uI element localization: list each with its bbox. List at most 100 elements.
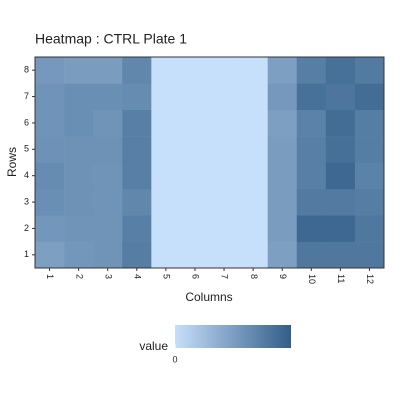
heatmap-cell (238, 188, 268, 216)
heatmap-cell (122, 215, 152, 242)
heatmap-cell (325, 241, 356, 269)
heatmap-cell (209, 241, 239, 269)
heatmap-cell (122, 83, 152, 111)
y-tick-label: 4 (24, 170, 29, 180)
heatmap-cell (93, 83, 123, 111)
heatmap-cell (238, 57, 268, 84)
x-tick-label: 8 (249, 274, 259, 279)
heatmap-cell (209, 162, 239, 190)
heatmap-cell (93, 136, 123, 163)
heatmap-cell (93, 109, 123, 137)
heatmap-cell (64, 136, 94, 163)
heatmap-cell (238, 241, 268, 269)
y-tick-label: 7 (24, 91, 29, 101)
heatmap-cell (354, 162, 385, 190)
heatmap-cell (238, 136, 268, 163)
y-tick-label: 6 (24, 117, 29, 127)
heatmap-cell (35, 188, 65, 216)
heatmap-cell (209, 57, 239, 84)
heatmap-cell (35, 136, 65, 163)
heatmap-cell (93, 162, 123, 190)
heatmap-cell (354, 241, 385, 269)
heatmap-cell (325, 136, 356, 163)
heatmap-cell (64, 215, 94, 242)
heatmap-cell (180, 188, 210, 216)
heatmap-cell (238, 109, 268, 137)
heatmap-cell (64, 162, 94, 190)
y-tick-label: 1 (24, 249, 29, 259)
x-tick-label: 9 (278, 274, 288, 279)
y-axis-label: Rows (5, 147, 19, 177)
heatmap-cell (122, 57, 152, 84)
heatmap-cell (325, 83, 356, 111)
heatmap-cell (209, 215, 239, 242)
heatmap-cell (325, 109, 356, 137)
heatmap-cell (325, 188, 356, 216)
heatmap-cell (354, 136, 385, 163)
heatmap-cell (93, 215, 123, 242)
x-tick-label: 10 (307, 274, 317, 284)
heatmap-cell (296, 215, 327, 242)
heatmap-cell (151, 215, 181, 242)
heatmap-cell (180, 83, 210, 111)
heatmap-cell (354, 83, 385, 111)
heatmap-cell (325, 57, 356, 84)
heatmap-cell (122, 188, 152, 216)
heatmap-cell (35, 109, 65, 137)
heatmap-cell (296, 109, 327, 137)
heatmap-cell (122, 162, 152, 190)
heatmap-cell (35, 241, 65, 269)
heatmap-cell (267, 241, 298, 269)
heatmap-cell (267, 57, 298, 84)
heatmap-cell (151, 136, 181, 163)
heatmap-cell (209, 136, 239, 163)
x-tick-label: 6 (191, 274, 201, 279)
heatmap-cell (267, 136, 298, 163)
x-tick-label: 4 (132, 274, 142, 279)
heatmap-cell (151, 188, 181, 216)
heatmap-cell (93, 241, 123, 269)
heatmap-cell (180, 136, 210, 163)
heatmap-cell (296, 162, 327, 190)
heatmap-cell (296, 188, 327, 216)
colorbar-tick-label: 0 (172, 354, 177, 364)
heatmap-cell (64, 241, 94, 269)
heatmap-cell (267, 83, 298, 111)
x-tick-label: 12 (365, 274, 375, 284)
heatmap-cell (296, 241, 327, 269)
x-axis-label: Columns (185, 290, 232, 304)
heatmap-cell (180, 109, 210, 137)
heatmap-cell (267, 188, 298, 216)
x-tick-label: 2 (74, 274, 84, 279)
y-tick-label: 5 (24, 144, 29, 154)
heatmap-cell (122, 241, 152, 269)
heatmap-cell (238, 83, 268, 111)
heatmap-cell (267, 109, 298, 137)
heatmap-cell (122, 109, 152, 137)
plot-border (34, 56, 385, 269)
heatmap-cell (151, 57, 181, 84)
legend-title: value (139, 339, 168, 353)
heatmap-cell (93, 57, 123, 84)
heatmap-cell (151, 162, 181, 190)
heatmap-cell (267, 162, 298, 190)
heatmap-cell (35, 83, 65, 111)
heatmap-cell (35, 57, 65, 84)
heatmap-cell (35, 162, 65, 190)
heatmap-cell (296, 83, 327, 111)
heatmap-cell (354, 215, 385, 242)
heatmap-cell (238, 162, 268, 190)
y-tick-label: 3 (24, 196, 29, 206)
heatmap-cell (209, 188, 239, 216)
heatmap-cell (267, 215, 298, 242)
heatmap-cell (325, 162, 356, 190)
heatmap-cell (180, 57, 210, 84)
heatmap-cell (209, 83, 239, 111)
heatmap-cell (64, 57, 94, 84)
heatmap-cell (354, 57, 385, 84)
x-tick-label: 1 (45, 274, 55, 279)
heatmap-cell (180, 215, 210, 242)
heatmap-cell (238, 215, 268, 242)
heatmap-cell (180, 162, 210, 190)
